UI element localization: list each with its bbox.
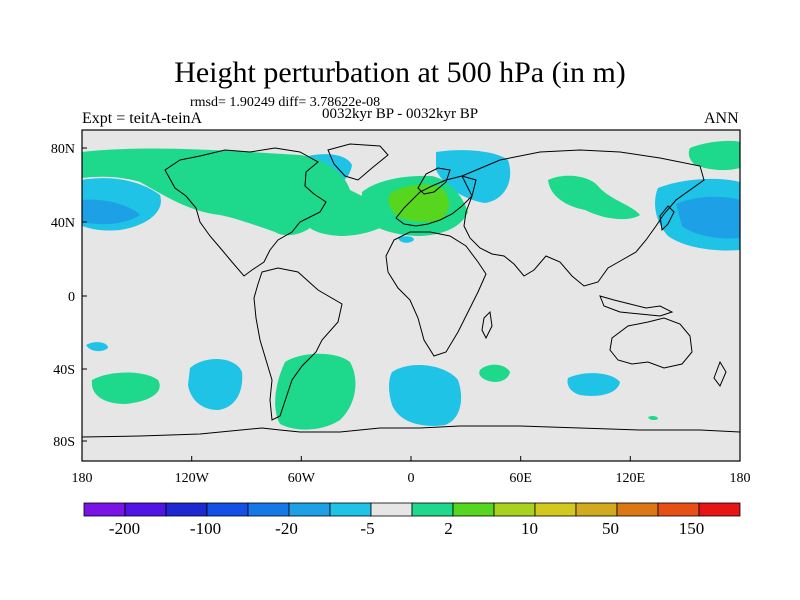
lon-tick-label: 60W <box>288 471 316 486</box>
coast-japan <box>659 205 675 232</box>
colorbar-swatch <box>657 502 700 517</box>
pos-patch-europe-core <box>388 184 450 222</box>
neg-patch-n-pacific-west-core <box>82 199 140 225</box>
colorbar-swatch <box>452 502 495 517</box>
colorbar-label: 50 <box>602 519 619 538</box>
neg-patch-n-pacific-east-core <box>676 196 740 239</box>
colorbar-labels: -200 -100 -20 -5 2 10 50 150 <box>109 519 704 538</box>
neg-patch-atlantic-small <box>398 236 414 243</box>
coast-north-america <box>164 147 327 277</box>
colorbar-label: -100 <box>190 519 221 538</box>
colorbar-swatch <box>616 502 659 517</box>
colorbar-label: 10 <box>521 519 538 538</box>
season-label: ANN <box>704 110 739 127</box>
pos-patch-tiny <box>648 415 658 421</box>
neg-patch-s-indian <box>567 373 620 396</box>
lon-tick-label: 180 <box>730 471 751 486</box>
neg-patch-s-pacific <box>188 359 243 410</box>
anomaly-patches <box>82 140 740 430</box>
colorbar-label: -20 <box>275 519 298 538</box>
coast-asia <box>461 149 705 287</box>
pos-patch-asia <box>548 175 640 220</box>
coast-new-zealand <box>713 360 727 387</box>
lon-tick-label: 120W <box>175 471 210 486</box>
coast-scandinavia <box>417 167 451 195</box>
pos-patch-s-america <box>275 353 356 430</box>
coast-madagascar <box>481 310 493 340</box>
lon-tick-label: 0 <box>408 471 415 486</box>
colorbar <box>83 502 741 517</box>
colorbar-swatch <box>370 502 413 517</box>
lat-tick-label: 80S <box>53 435 75 450</box>
coast-greenland <box>327 143 389 181</box>
coast-australia <box>609 317 693 369</box>
lon-tick-label: 120E <box>616 471 646 486</box>
colorbar-swatch <box>206 502 249 517</box>
colorbar-swatch <box>493 502 536 517</box>
period-label: 0032kyr BP - 0032kyr BP <box>322 106 479 122</box>
colorbar-swatch <box>411 502 454 517</box>
colorbar-swatch <box>534 502 577 517</box>
colorbar-swatch <box>83 502 126 517</box>
lat-tick-label: 40N <box>51 216 75 231</box>
coast-africa <box>385 231 487 357</box>
colorbar-swatch <box>329 502 372 517</box>
lon-tick-label: 60E <box>509 471 532 486</box>
neg-patch-s-atlantic <box>389 365 462 426</box>
neg-patch-s-pacific-west <box>86 342 108 352</box>
colorbar-swatch <box>288 502 331 517</box>
pos-patch-s-indian <box>479 364 510 382</box>
colorbar-label: 150 <box>679 519 705 538</box>
coast-south-america <box>253 267 343 421</box>
pos-patch-n-pacific-band <box>82 148 390 236</box>
coastlines <box>81 143 741 438</box>
colorbar-swatch <box>124 502 167 517</box>
colorbar-label: -5 <box>360 519 374 538</box>
colorbar-swatch <box>247 502 290 517</box>
lon-tick-label: 180 <box>72 471 93 486</box>
stats-line: rmsd= 1.90249 diff= 3.78622e-08 <box>190 95 381 110</box>
coast-indonesia <box>599 295 674 317</box>
experiment-label: Expt = teitA-teinA <box>82 110 203 127</box>
lat-tick-label: 40S <box>53 363 75 378</box>
colorbar-swatch <box>165 502 208 517</box>
colorbar-swatch <box>698 502 741 517</box>
colorbar-label: -200 <box>109 519 140 538</box>
lat-tick-label: 80N <box>51 142 75 157</box>
coast-antarctica <box>81 425 741 438</box>
pos-patch-arctic-pacific <box>688 140 740 171</box>
plot-title: Height perturbation at 500 hPa (in m) <box>174 56 626 89</box>
colorbar-label: 2 <box>444 519 453 538</box>
lat-tick-label: 0 <box>68 290 75 305</box>
colorbar-swatch <box>575 502 618 517</box>
tick-marks <box>81 147 741 461</box>
pos-patch-s-pacific-west <box>91 372 160 404</box>
coast-europe <box>395 175 477 227</box>
